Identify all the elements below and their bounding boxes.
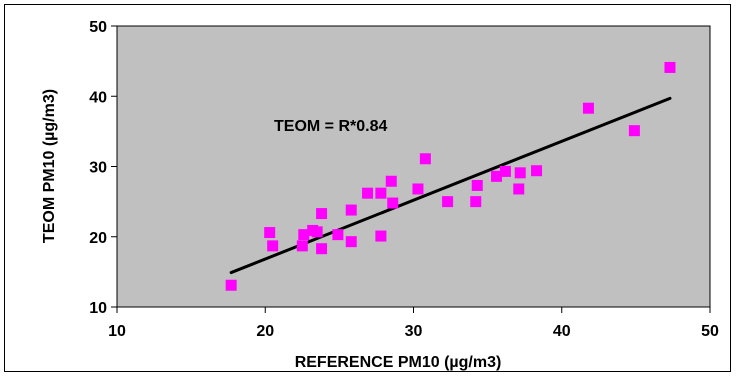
data-point xyxy=(225,279,237,291)
y-tick-label: 50 xyxy=(89,19,107,36)
data-point xyxy=(267,240,279,252)
data-point xyxy=(385,175,397,187)
data-point xyxy=(442,196,454,208)
x-axis-label: REFERENCE PM10 (µg/m3) xyxy=(295,354,502,371)
data-point xyxy=(345,204,357,216)
data-points xyxy=(225,61,676,291)
plot-area xyxy=(116,25,711,308)
data-point xyxy=(345,236,357,248)
data-point xyxy=(316,243,328,255)
y-axis-ticks: 10 20 30 40 50 xyxy=(89,19,117,317)
data-point xyxy=(316,208,328,220)
data-point xyxy=(470,196,482,208)
x-axis-ticks: 10 20 30 40 50 xyxy=(108,307,719,340)
data-point xyxy=(375,187,387,199)
data-point xyxy=(531,165,543,177)
x-tick-label: 40 xyxy=(553,323,571,340)
y-tick-label: 10 xyxy=(89,300,107,317)
data-point xyxy=(387,197,399,209)
data-point xyxy=(375,230,387,242)
data-point xyxy=(513,183,525,195)
y-tick-label: 40 xyxy=(89,89,107,106)
data-point xyxy=(311,226,323,238)
regression-equation: TEOM = R*0.84 xyxy=(274,118,387,135)
data-point xyxy=(298,229,310,241)
data-point xyxy=(412,183,424,195)
y-axis-label: TEOM PM10 (µg/m3) xyxy=(41,89,58,243)
data-point xyxy=(491,170,503,182)
data-point xyxy=(362,187,374,199)
x-tick-label: 50 xyxy=(701,323,719,340)
y-tick-label: 30 xyxy=(89,160,107,177)
x-tick-label: 30 xyxy=(405,323,423,340)
data-point xyxy=(471,179,483,191)
data-point xyxy=(264,227,276,239)
data-point xyxy=(419,153,431,165)
data-point xyxy=(514,167,526,179)
x-tick-label: 20 xyxy=(256,323,274,340)
data-point xyxy=(582,102,594,114)
data-point xyxy=(499,165,511,177)
data-point xyxy=(296,240,308,252)
y-tick-label: 20 xyxy=(89,230,107,247)
data-point xyxy=(628,125,640,137)
x-tick-label: 10 xyxy=(108,323,126,340)
data-point xyxy=(664,61,676,73)
data-point xyxy=(332,229,344,241)
